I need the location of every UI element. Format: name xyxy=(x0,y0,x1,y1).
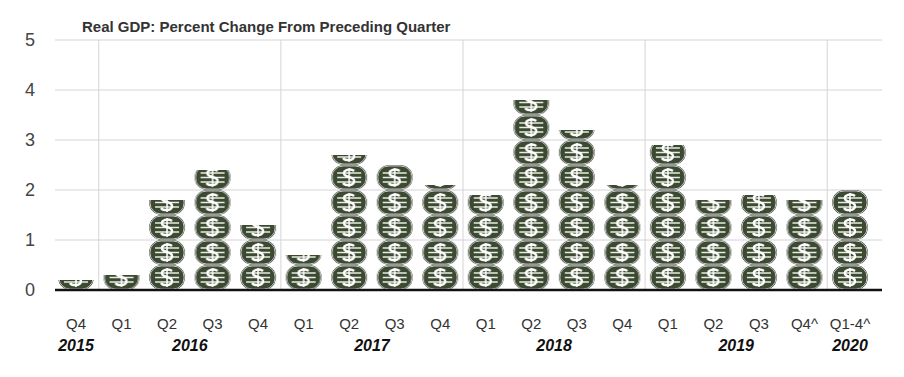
bar-group xyxy=(422,185,458,290)
bar xyxy=(377,165,413,290)
chart-title: Real GDP: Percent Change From Preceding … xyxy=(82,18,451,35)
year-separator xyxy=(645,40,646,290)
year-label: 2017 xyxy=(353,337,391,354)
y-tick-label: 1 xyxy=(25,230,35,250)
bar xyxy=(240,225,276,290)
x-tick-label: Q4 xyxy=(612,315,632,332)
bar-group xyxy=(786,200,822,290)
grid-line xyxy=(55,90,882,91)
y-tick-label: 0 xyxy=(25,280,35,300)
plot-area xyxy=(58,100,868,290)
bar xyxy=(786,200,822,290)
x-tick-label: Q3 xyxy=(203,315,223,332)
bar-group xyxy=(104,275,140,290)
year-separator xyxy=(98,40,99,290)
bar xyxy=(422,185,458,290)
bar-group xyxy=(331,155,367,290)
grid-line xyxy=(55,140,882,141)
bar xyxy=(513,100,549,290)
bar xyxy=(331,155,367,290)
bar xyxy=(195,170,231,290)
y-tick-label: 5 xyxy=(25,30,35,50)
bar-group xyxy=(149,200,185,290)
x-tick-label: Q2 xyxy=(521,315,541,332)
bar xyxy=(468,195,504,290)
x-tick-label: Q1 xyxy=(112,315,132,332)
year-label: 2020 xyxy=(831,337,868,354)
bar xyxy=(286,255,322,290)
x-tick-label: Q4 xyxy=(248,315,268,332)
grid-line xyxy=(55,190,882,191)
x-tick-label: Q2 xyxy=(339,315,359,332)
x-tick-label: Q3 xyxy=(385,315,405,332)
grid-line xyxy=(55,290,882,291)
y-tick-label: 2 xyxy=(25,180,35,200)
x-axis-line xyxy=(55,289,882,292)
x-tick-label: Q1 xyxy=(294,315,314,332)
grid-line xyxy=(55,40,882,41)
bar xyxy=(741,195,777,290)
year-separator xyxy=(280,40,281,290)
bar-group xyxy=(513,100,549,290)
bar-group xyxy=(240,225,276,290)
chart-container: Real GDP: Percent Change From Preceding … xyxy=(0,0,904,377)
bar-group xyxy=(741,195,777,290)
x-tick-label: Q1 xyxy=(658,315,678,332)
year-separator xyxy=(463,40,464,290)
bar-group xyxy=(468,195,504,290)
y-tick-label: 4 xyxy=(25,80,35,100)
year-label: 2019 xyxy=(717,337,754,354)
year-label: 2015 xyxy=(57,337,95,354)
year-label: 2018 xyxy=(535,337,572,354)
bar-group xyxy=(832,190,868,290)
bar-group xyxy=(286,255,322,290)
bar-group xyxy=(695,200,731,290)
x-tick-label: Q4 xyxy=(66,315,86,332)
bar-group xyxy=(604,185,640,290)
bar-group xyxy=(58,280,94,290)
bar xyxy=(104,275,140,290)
x-tick-label: Q4 xyxy=(430,315,450,332)
x-tick-label: Q3 xyxy=(749,315,769,332)
bar-group xyxy=(377,165,413,290)
x-tick-label: Q1-4^ xyxy=(830,315,870,332)
bar xyxy=(604,185,640,290)
bar xyxy=(832,190,868,290)
bar-group xyxy=(195,170,231,290)
x-tick-label: Q3 xyxy=(567,315,587,332)
bar xyxy=(695,200,731,290)
y-tick-label: 3 xyxy=(25,130,35,150)
chart: Real GDP: Percent Change From Preceding … xyxy=(0,0,904,377)
bar-group xyxy=(650,145,686,290)
x-tick-label: Q2 xyxy=(703,315,723,332)
year-separator xyxy=(827,40,828,290)
bar-group xyxy=(559,130,595,290)
bar xyxy=(58,280,94,290)
x-tick-label: Q1 xyxy=(476,315,496,332)
x-tick-label: Q4^ xyxy=(791,315,818,332)
bar xyxy=(149,200,185,290)
bar xyxy=(559,130,595,290)
year-label: 2016 xyxy=(171,337,208,354)
bar xyxy=(650,145,686,290)
x-tick-label: Q2 xyxy=(157,315,177,332)
